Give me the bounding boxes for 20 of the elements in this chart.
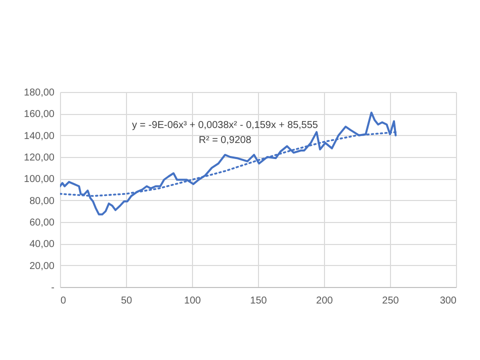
y-tick-label: 180,00: [24, 88, 55, 98]
y-tick-label: 40,00: [29, 239, 55, 250]
annotation: R² = 0,9208: [198, 135, 252, 146]
y-tick-label: 60,00: [29, 218, 55, 228]
x-tick-label: 300: [440, 296, 457, 306]
y-tick-label: 160,00: [24, 109, 55, 120]
y-tick-label: 140,00: [24, 130, 55, 142]
x-tick-label: 0: [60, 296, 66, 306]
x-tick-label: 150: [250, 296, 268, 306]
annotation: y = -9E-06x³ + 0,0038x² - 0,159x + 85,555: [132, 120, 318, 131]
y-tick-label: 80,00: [29, 196, 55, 207]
y-tick-label: 20,00: [29, 260, 55, 272]
y-tick-label: 120,00: [24, 152, 55, 164]
line-series: [60, 112, 397, 216]
x-tick-label: 50: [120, 296, 132, 306]
x-tick-label: 250: [382, 296, 400, 306]
x-tick-label: 100: [184, 296, 202, 306]
y-tick-label: 100,00: [24, 174, 55, 186]
y-tick-label: -: [51, 282, 54, 294]
x-tick-label: 200: [316, 296, 334, 306]
